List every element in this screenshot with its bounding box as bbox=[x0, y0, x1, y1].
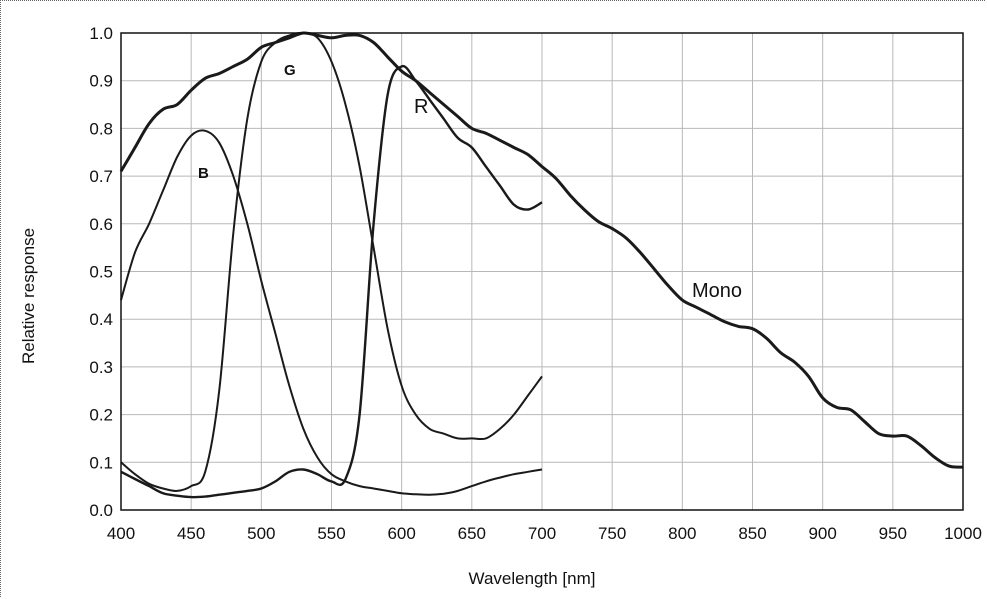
y-tick-labels: 0.0 0.1 0.2 0.3 0.4 0.5 0.6 0.7 0.8 0.9 1.0 bbox=[89, 24, 113, 520]
y-tick-label: 0.2 bbox=[89, 406, 113, 425]
x-tick-label: 950 bbox=[879, 524, 907, 543]
series-line-mono bbox=[119, 31, 964, 469]
label-r: R bbox=[414, 96, 428, 118]
x-tick-label: 800 bbox=[668, 524, 696, 543]
x-tick-label: 850 bbox=[738, 524, 766, 543]
x-tick-labels: 400 450 500 550 600 650 700 750 800 850 900 950 1000 bbox=[107, 524, 982, 543]
plot-border bbox=[120, 32, 964, 511]
x-tick-label: 650 bbox=[458, 524, 486, 543]
series-line-g bbox=[120, 31, 543, 492]
x-axis-label: Wavelength [nm] bbox=[469, 569, 596, 588]
x-tick-label: 600 bbox=[387, 524, 415, 543]
series-lines bbox=[119, 31, 964, 499]
series-line-b bbox=[120, 129, 543, 496]
y-tick-label: 0.0 bbox=[89, 501, 113, 520]
y-tick-label: 0.9 bbox=[89, 72, 113, 91]
x-tick-label: 450 bbox=[177, 524, 205, 543]
label-b: B bbox=[198, 165, 209, 182]
y-tick-label: 0.6 bbox=[89, 215, 113, 234]
y-tick-label: 0.1 bbox=[89, 453, 113, 472]
grid bbox=[120, 32, 964, 511]
y-tick-label: 0.3 bbox=[89, 358, 113, 377]
x-tick-label: 500 bbox=[247, 524, 275, 543]
y-tick-label: 1.0 bbox=[89, 24, 113, 43]
x-tick-label: 750 bbox=[598, 524, 626, 543]
x-tick-label: 1000 bbox=[944, 524, 982, 543]
y-tick-label: 0.7 bbox=[89, 167, 113, 186]
y-axis-label: Relative response bbox=[19, 228, 38, 364]
y-tick-label: 0.5 bbox=[89, 263, 113, 282]
y-tick-label: 0.8 bbox=[89, 119, 113, 138]
x-tick-label: 400 bbox=[107, 524, 135, 543]
label-g: G bbox=[284, 62, 296, 79]
x-tick-label: 700 bbox=[528, 524, 556, 543]
x-tick-label: 550 bbox=[317, 524, 345, 543]
x-tick-label: 900 bbox=[808, 524, 836, 543]
series-line-r bbox=[120, 64, 543, 499]
y-tick-label: 0.4 bbox=[89, 310, 113, 329]
label-mono: Mono bbox=[692, 280, 742, 302]
